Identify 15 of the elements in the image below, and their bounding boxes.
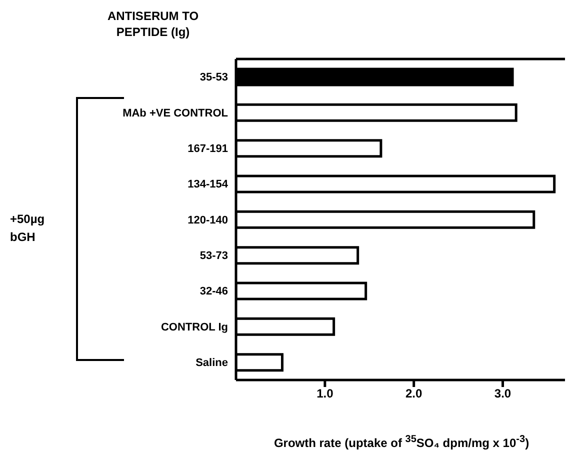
y-tick-label: 35-53	[200, 72, 228, 84]
y-tick-label: MAb +VE CONTROL	[122, 107, 228, 120]
y-axis-title: ANTISERUM TO PEPTIDE (Ig)	[106, 8, 200, 40]
y-tick-label: 53-73	[200, 250, 228, 262]
x-tick-label: 2.0	[405, 386, 422, 401]
text: +50µg bGH	[10, 211, 46, 246]
y-tick-label: 167-191	[188, 143, 228, 156]
y-tick-label: CONTROL Ig	[160, 321, 228, 334]
y-tick-label: 134-154	[188, 178, 229, 191]
y-tick-label: 32-46	[200, 286, 228, 298]
x-tick-label: 1.0	[316, 386, 334, 401]
y-tick-label: Saline	[196, 357, 228, 370]
y-tick-label: 120-140	[188, 214, 228, 226]
x-tick-label: 3.0	[494, 386, 512, 401]
x-axis-title: Growth rate (uptake of $^{35}$SO₄ dpm/mg x 10$^{-3}$)	[272, 434, 530, 450]
